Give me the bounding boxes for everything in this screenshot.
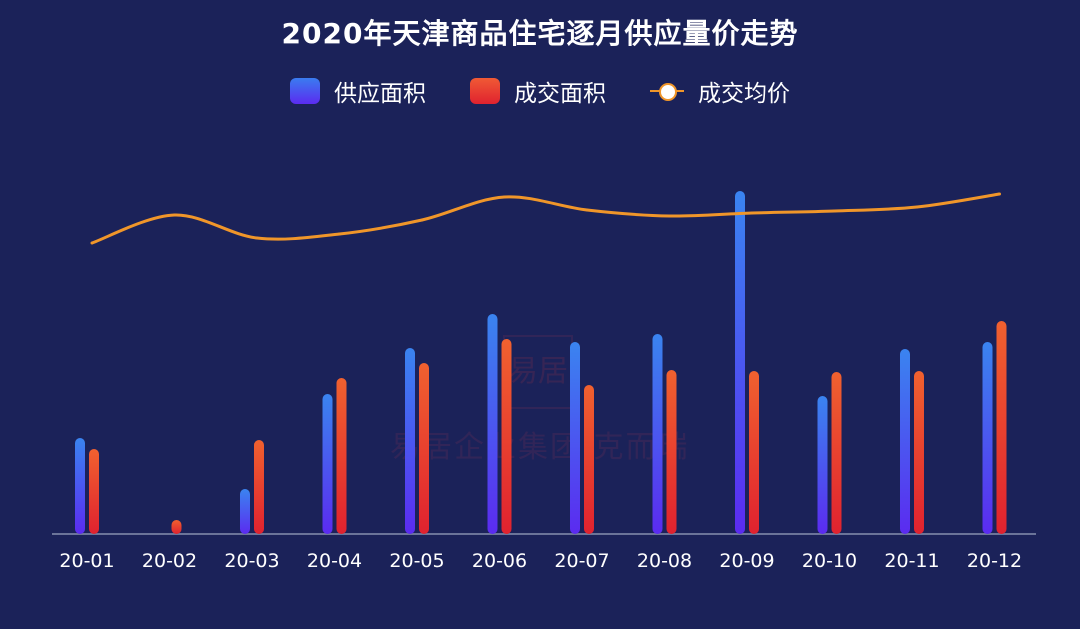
x-tick-label: 20-12	[967, 550, 1022, 572]
chart-title: 2020年天津商品住宅逐月供应量价走势	[281, 17, 799, 50]
point-price	[750, 211, 754, 215]
bar-supply	[75, 438, 85, 534]
bar-deal	[171, 520, 182, 534]
x-tick-label: 20-10	[802, 550, 857, 572]
x-tick-label: 20-02	[142, 550, 197, 572]
x-tick-label: 20-04	[307, 550, 362, 572]
legend-label: 供应面积	[334, 81, 426, 107]
point-price	[90, 241, 94, 245]
watermark-text: 易居企业集团·克而瑞	[390, 430, 690, 465]
x-tick-label: 20-03	[224, 550, 279, 572]
bar-supply	[817, 396, 828, 534]
legend-item-supply[interactable]: 供应面积	[290, 74, 426, 108]
point-price	[668, 214, 671, 218]
bar-deal	[501, 339, 512, 534]
x-tick-label: 20-08	[637, 550, 692, 572]
point-price	[173, 213, 176, 217]
x-tick-label: 20-11	[884, 550, 939, 572]
point-price	[998, 192, 1001, 196]
bar-deal	[336, 378, 347, 534]
bar-deal	[254, 440, 264, 534]
legend-item-deal[interactable]: 成交面积	[470, 74, 606, 108]
bar-supply	[982, 342, 993, 534]
bar-supply	[570, 342, 580, 534]
bar-supply	[652, 334, 663, 534]
legend-label: 成交面积	[514, 81, 606, 107]
legend-label: 成交均价	[698, 81, 790, 107]
point-price	[585, 208, 589, 212]
legend-item-price[interactable]: 成交均价	[650, 74, 790, 108]
bar-deal	[666, 370, 677, 534]
bar-supply	[322, 394, 333, 534]
x-tick-label: 20-05	[389, 550, 444, 572]
line-price	[91, 192, 1000, 245]
point-price	[833, 209, 836, 213]
bar-supply	[240, 489, 250, 534]
legend: 供应面积 成交面积 成交均价	[0, 74, 1080, 108]
legend-swatch-supply	[290, 78, 320, 104]
bar-deal	[584, 385, 594, 534]
x-tick-label: 20-09	[719, 550, 774, 572]
bar-supply	[487, 314, 498, 534]
x-tick-label: 20-06	[472, 550, 527, 572]
point-price	[503, 195, 506, 199]
bar-deal	[749, 371, 759, 534]
bar-deal	[419, 363, 429, 534]
bar-supply	[405, 348, 415, 534]
bar-supply	[735, 191, 745, 534]
bar-deal	[996, 321, 1007, 534]
x-tick-label: 20-01	[59, 550, 114, 572]
bar-deal	[914, 371, 924, 534]
point-price	[255, 236, 259, 240]
legend-swatch-deal	[470, 78, 500, 104]
bar-deal	[89, 449, 99, 534]
x-tick-label: 20-07	[554, 550, 609, 572]
point-price	[420, 218, 424, 222]
legend-swatch-price	[650, 78, 684, 104]
bar-deal	[831, 372, 842, 534]
point-price	[915, 205, 919, 209]
bar-supply	[900, 349, 910, 534]
point-price	[338, 232, 341, 236]
